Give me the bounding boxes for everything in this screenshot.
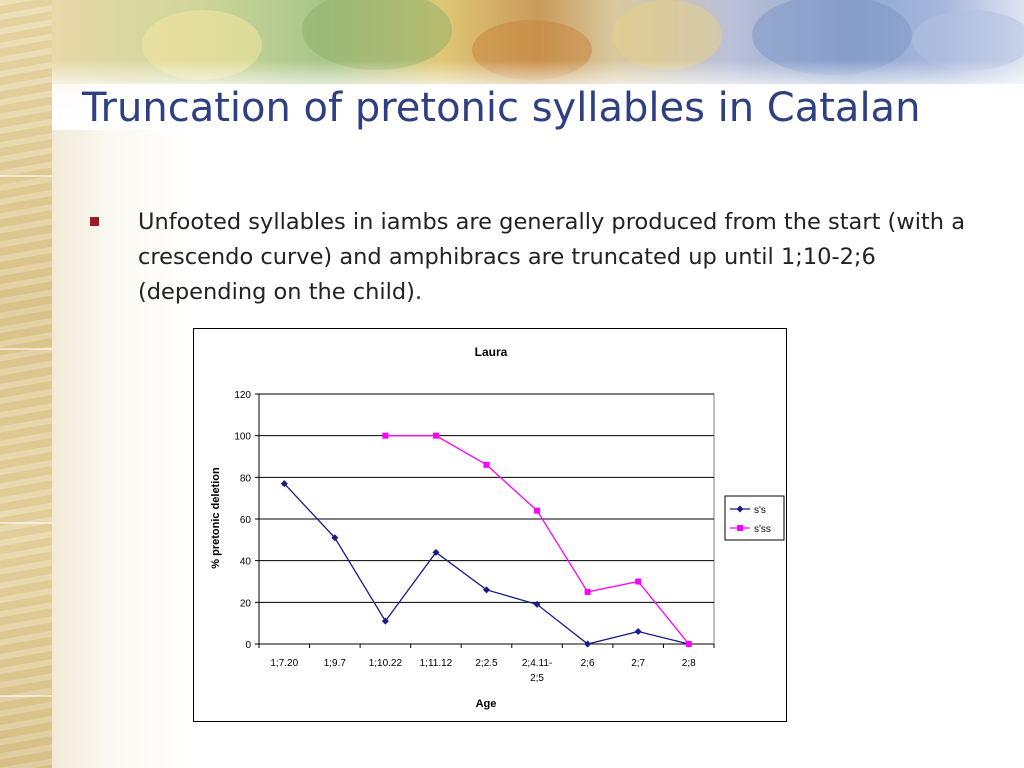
data-point (280, 480, 288, 488)
banner-leaf (612, 0, 722, 70)
strip-seam (0, 695, 52, 697)
data-point (381, 617, 389, 625)
x-axis-label: Age (476, 698, 497, 710)
data-point (634, 628, 642, 635)
y-tick-label: 80 (240, 473, 252, 484)
slide-title: Truncation of pretonic syllables in Cata… (82, 85, 921, 131)
legend-marker (737, 525, 743, 531)
y-tick-label: 60 (240, 515, 252, 526)
legend-marker (736, 505, 744, 513)
x-tick-label: 2;7 (631, 658, 645, 669)
data-point (432, 548, 440, 556)
x-tick-label: 2;6 (581, 658, 595, 669)
banner-fade (52, 60, 1024, 130)
y-axis-label: % pretonic deletion (210, 467, 222, 569)
x-tick-label: 2;8 (682, 658, 696, 669)
x-tick-label: 1;7.20 (270, 658, 298, 669)
data-point (432, 432, 439, 439)
legend-label: s's (754, 505, 766, 516)
y-tick-label: 20 (240, 598, 252, 609)
data-point (685, 641, 692, 647)
x-tick-label: 1;9.7 (324, 658, 347, 669)
y-tick-label: 100 (234, 432, 251, 443)
data-point (382, 432, 389, 439)
line-chart: Laura % pretonic deletion Age 0 20 40 60 80 1… (193, 328, 787, 722)
strip-seam (0, 522, 52, 524)
chart-title: Laura (475, 345, 508, 359)
bullet-text: Unfooted syllables in iambs are generall… (138, 209, 966, 305)
y-tick-label: 0 (245, 640, 251, 651)
x-tick-label: 2;2.5 (475, 658, 498, 669)
x-tick-label: 2;4.11- (522, 658, 552, 669)
data-point (331, 534, 339, 542)
chart-canvas: Laura % pretonic deletion Age 0 20 40 60 80 1… (210, 345, 785, 710)
data-point (584, 640, 592, 648)
banner-leaf (302, 0, 452, 70)
y-tick-label: 120 (234, 390, 251, 401)
legend-box (724, 495, 785, 541)
legend-label: s'ss (754, 524, 771, 535)
strip-seam (0, 175, 52, 177)
data-point (533, 600, 541, 608)
x-tick-label: 1;10.22 (369, 658, 403, 669)
data-point (483, 586, 490, 594)
data-point (584, 588, 591, 595)
square-bullet-icon (90, 217, 99, 226)
x-tick-label: 1;11.12 (420, 658, 453, 669)
left-decorative-strip (0, 0, 52, 768)
strip-seam (0, 348, 52, 350)
data-point (635, 578, 642, 585)
x-tick-label: 2;5 (530, 673, 544, 684)
y-tick-label: 40 (240, 557, 252, 568)
data-point (483, 461, 490, 468)
data-point (534, 507, 541, 514)
